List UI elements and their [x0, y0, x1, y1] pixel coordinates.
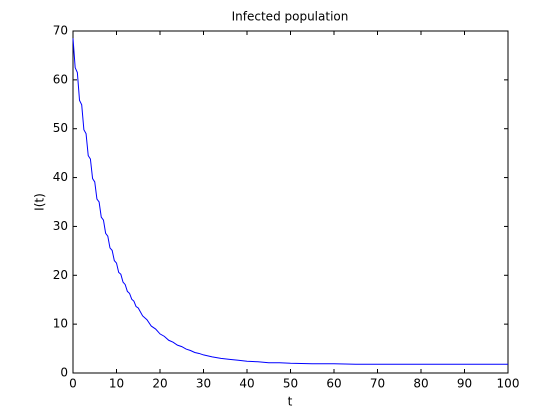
data-line: [72, 38, 508, 365]
x-tick-label: 10: [109, 377, 124, 391]
y-tick-label: 70: [53, 24, 68, 38]
y-axis-label: I(t): [33, 193, 47, 211]
x-tick-label: 30: [196, 377, 211, 391]
x-tick-label: 80: [413, 377, 428, 391]
x-tick-label: 20: [152, 377, 167, 391]
x-axis-label: t: [288, 395, 293, 409]
y-tick-label: 30: [53, 219, 68, 233]
x-tick-label: 0: [69, 377, 77, 391]
x-tick-label: 100: [497, 377, 520, 391]
x-tick-label: 60: [326, 377, 341, 391]
x-tick-label: 70: [370, 377, 385, 391]
x-tick-label: 90: [457, 377, 472, 391]
y-tick-label: 10: [53, 317, 68, 331]
chart-title: Infected population: [232, 10, 349, 24]
y-tick-label: 60: [53, 72, 68, 86]
y-tick-label: 20: [53, 268, 68, 282]
y-tick-label: 50: [53, 121, 68, 135]
y-tick-label: 0: [60, 366, 68, 380]
x-tick-label: 50: [283, 377, 298, 391]
x-tick-label: 40: [239, 377, 254, 391]
y-tick-label: 40: [53, 170, 68, 184]
